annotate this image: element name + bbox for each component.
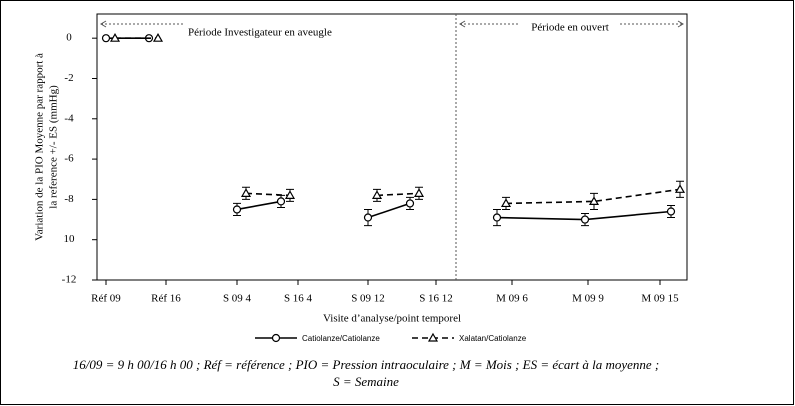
y-tick-label: 0 (66, 32, 72, 44)
y-tick-label: 10 (64, 233, 76, 245)
data-point (152, 32, 164, 42)
data-point (101, 34, 111, 43)
x-tick-label: Réf 09 (91, 293, 121, 305)
x-axis-label: Visite d’analyse/point temporel (323, 313, 461, 325)
data-point (109, 32, 121, 42)
y-axis-label: Variation de la PIO Moyenne par rapport … (34, 53, 46, 241)
y-axis-label: la reference +/- ES (mmHg) (48, 85, 60, 209)
series-line (115, 37, 681, 205)
data-point (674, 184, 686, 193)
data-point (500, 198, 512, 208)
y-tick-label: -8 (64, 193, 74, 205)
legend-label: Xalatan/Catiolanze (459, 334, 527, 343)
data-point (492, 213, 502, 222)
legend-label: Catiolanze/Catiolanze (302, 334, 380, 343)
arrow-heads (100, 20, 684, 28)
y-tick-label: -2 (64, 72, 73, 84)
data-point (276, 197, 286, 206)
footnote: 16/09 = 9 h 00/16 h 00 ; Réf = référence… (73, 357, 660, 372)
x-tick-label: S 16 12 (419, 293, 453, 305)
data-point (666, 207, 676, 216)
data-point (413, 188, 425, 197)
data-point (405, 199, 415, 208)
y-tick-label: -4 (64, 112, 74, 124)
x-tick-label: M 09 15 (641, 293, 679, 305)
y-tick-label: -6 (64, 153, 74, 165)
data-point (588, 196, 600, 206)
x-tick-label: S 16 4 (284, 293, 313, 305)
annotation: Période en ouvert (531, 22, 609, 34)
data-point (240, 188, 252, 197)
data-point (363, 213, 373, 222)
legend-marker (427, 332, 439, 342)
x-tick-label: S 09 4 (223, 293, 252, 305)
data-point (232, 205, 242, 214)
x-tick-label: Réf 16 (151, 293, 181, 305)
legend-marker (271, 333, 281, 343)
y-tick-label: -12 (62, 274, 77, 286)
data-point (371, 190, 383, 199)
x-tick-label: M 09 6 (496, 293, 528, 305)
plot-frame (96, 13, 688, 281)
series-line (106, 37, 672, 221)
data-point (580, 215, 590, 224)
x-tick-label: M 09 9 (572, 293, 604, 305)
data-point (284, 190, 296, 199)
footnote: S = Semaine (333, 374, 399, 389)
x-tick-label: S 09 12 (351, 293, 385, 305)
annotation: Période Investigateur en aveugle (188, 27, 332, 39)
